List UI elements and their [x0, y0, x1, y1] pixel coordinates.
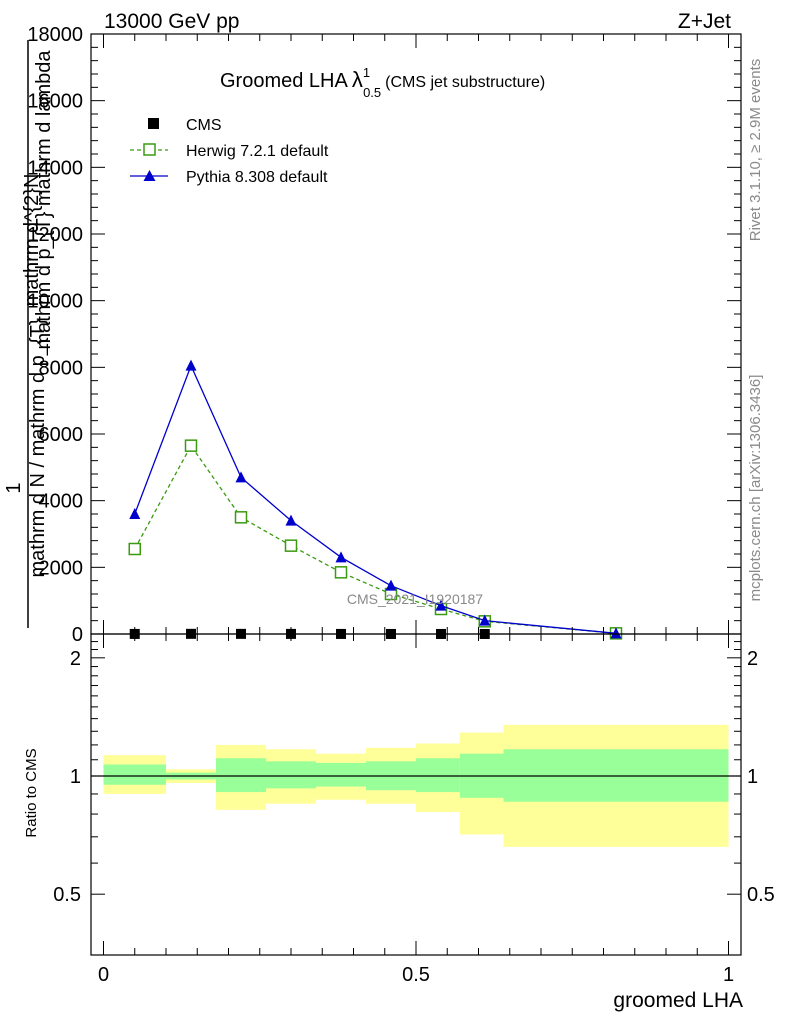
herwig-point — [128, 542, 141, 556]
ratio-inner-band — [103, 764, 166, 785]
y-tick-label: 16000 — [27, 91, 83, 113]
y-tick-label: 8000 — [39, 357, 84, 379]
y-tick-label: 18000 — [27, 24, 83, 46]
legend-herwig-marker — [143, 143, 156, 156]
pythia-point — [335, 551, 347, 563]
series-line-1 — [134, 444, 617, 634]
ratio-bands — [91, 724, 741, 847]
process-label: Z+Jet — [678, 10, 731, 33]
x-tick-label: 0.5 — [402, 964, 430, 986]
pythia-point — [479, 614, 491, 626]
ratio-inner-band — [316, 762, 366, 787]
y-tick-label: 4000 — [39, 491, 84, 513]
ylabel-numerator: mathrm d^{2}N — [21, 174, 43, 307]
ratio-y-tick-label: 0.5 — [53, 884, 81, 906]
pythia-point — [610, 627, 622, 639]
analysis-annotation: CMS_2021_I1920187 — [347, 591, 483, 607]
pythia-point — [129, 508, 141, 519]
ratio-inner-band — [266, 761, 316, 789]
mcplots-label: mcplots.cern.ch [arXiv:1306.3436] — [747, 375, 764, 602]
rivet-label: Rivet 3.1.10, ≥ 2.9M events — [747, 59, 764, 242]
ratio-y-tick-label-right: 0.5 — [747, 884, 775, 906]
pythia-point — [385, 579, 397, 591]
ratio-y-tick-label-right: 2 — [747, 648, 758, 670]
pythia-point — [185, 359, 197, 371]
ratio-ylabel: Ratio to CMS — [23, 748, 40, 837]
legend-cms-label: CMS — [186, 117, 222, 134]
legend: CMS Herwig 7.2.1 default Pythia 8.308 de… — [130, 117, 329, 186]
y-tick-label: 10000 — [27, 291, 83, 313]
ratio-y-tick-label-right: 1 — [747, 766, 758, 788]
herwig-point — [184, 439, 198, 452]
main-title: Groomed LHA λ1 0.5(CMS jet substructure) — [220, 65, 545, 100]
energy-label: 13000 GeV pp — [104, 10, 239, 33]
ratio-inner-band — [416, 758, 460, 793]
y-tick-label: 14000 — [27, 157, 83, 179]
legend-cms-marker — [148, 118, 159, 129]
legend-pythia-marker — [143, 170, 156, 181]
pythia-point — [435, 599, 447, 611]
legend-herwig-label: Herwig 7.2.1 default — [186, 143, 329, 160]
herwig-point — [334, 566, 348, 579]
ratio-axes: 0.5 0.5 1 1 2 2 0 0.5 1 — [53, 633, 775, 986]
ratio-y-tick-label: 2 — [70, 648, 81, 670]
ratio-inner-band — [216, 758, 266, 793]
y-tick-label: 12000 — [27, 224, 83, 246]
y-tick-label: 0 — [72, 624, 83, 646]
main-axes: 0 2000 4000 6000 8000 10000 12000 14000 16000 180… — [27, 24, 742, 646]
y-tick-label: 2000 — [39, 557, 84, 579]
herwig-point — [284, 539, 298, 552]
ratio-frame — [90, 633, 742, 956]
pythia-point — [285, 514, 297, 526]
x-tick-label: 1 — [723, 964, 734, 986]
herwig-point — [234, 511, 248, 524]
y-tick-label: 6000 — [39, 424, 84, 446]
x-tick-label: 0 — [98, 964, 109, 986]
legend-pythia-label: Pythia 8.308 default — [186, 169, 328, 186]
ylabel-denominator: mathrm d p_{T} mathrm d lambda — [33, 50, 55, 350]
pythia-point — [235, 471, 247, 483]
ratio-y-tick-label: 1 — [70, 766, 81, 788]
ylabel-prefix-denominator: mathrm d N / mathrm d p_{T} — [27, 318, 49, 577]
ylabel-prefix: 1 — [3, 482, 25, 493]
x-axis-label: groomed LHA — [613, 989, 743, 1012]
